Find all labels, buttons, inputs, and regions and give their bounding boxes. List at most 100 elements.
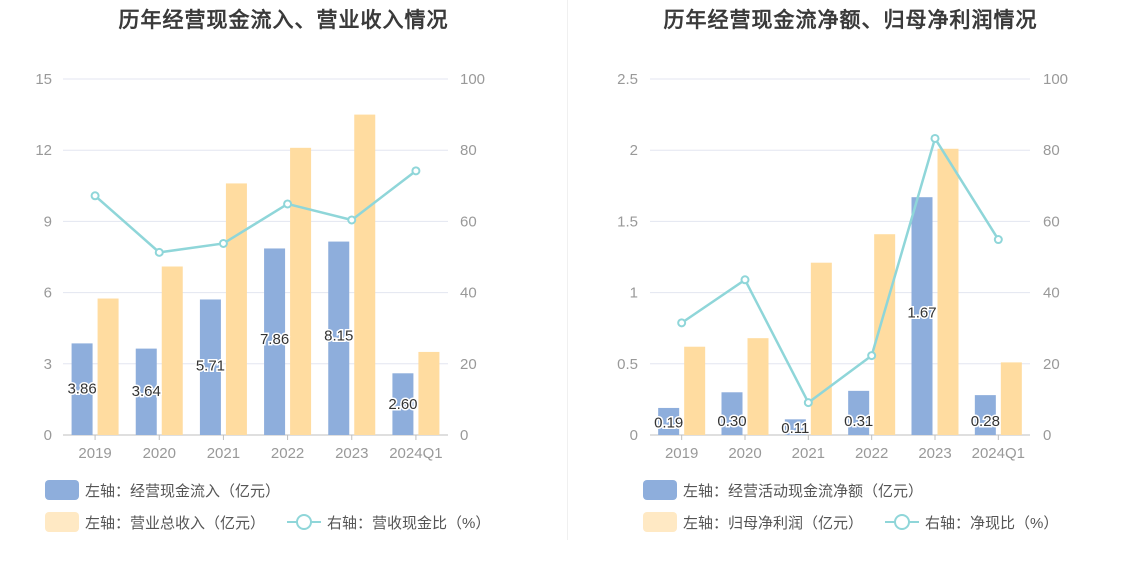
ratio-point-2024Q1 — [993, 235, 1003, 245]
bar-2020-yellow — [747, 338, 769, 435]
left-axis-tick-label: 3 — [44, 356, 52, 373]
data-label: 1.67 — [907, 304, 936, 321]
legend-label: 右轴：营收现金比（%） — [327, 514, 491, 532]
bar-2023-yellow — [354, 114, 376, 435]
data-label: 3.86 — [67, 380, 96, 397]
bar-2023-blue — [328, 241, 350, 435]
left-axis-tick-label: 1.5 — [617, 213, 638, 230]
bar-2022-yellow — [874, 234, 896, 435]
x-axis-category-label: 2021 — [792, 445, 825, 462]
right-axis-tick-label: 100 — [1043, 71, 1068, 88]
bar-2021-yellow — [225, 183, 247, 435]
bar-2022-yellow — [290, 147, 312, 435]
x-axis-category-label: 2024Q1 — [389, 445, 442, 462]
left-axis-tick-label: 2 — [630, 142, 638, 159]
left-axis-tick-label: 2.5 — [617, 71, 638, 88]
left-axis-tick-label: 12 — [35, 142, 52, 159]
legend-item-net-cash[interactable]: 左轴：经营活动现金流净额（亿元） — [643, 480, 923, 501]
bar-2021-blue — [784, 419, 806, 435]
left-axis-tick-label: 9 — [44, 213, 52, 230]
right-axis-tick-label: 60 — [1043, 213, 1060, 230]
legend-item-net-profit[interactable]: 左轴：归母净利润（亿元） — [643, 512, 863, 533]
bar-2024Q1-blue — [392, 373, 414, 435]
data-label: 2.60 — [388, 396, 417, 413]
x-axis-category-label: 2019 — [78, 445, 111, 462]
ratio-point-2024Q1 — [411, 166, 421, 176]
bar-2024Q1-yellow — [1000, 362, 1022, 435]
left-axis-tick-label: 6 — [44, 285, 52, 302]
x-axis-category-label: 2023 — [335, 445, 368, 462]
right-axis-tick-label: 40 — [460, 285, 477, 302]
right-axis-tick-label: 80 — [1043, 142, 1060, 159]
x-axis-category-label: 2020 — [143, 445, 176, 462]
chart-svg: 0 0 3 20 6 40 9 60 12 80 15 100 2019 3.86 2020 3.64 2021… — [35, 71, 485, 462]
chart-panel-net-cash-flow: 历年经营现金流净额、归母净利润情况 0 0 0.5 20 1 40 1.5 60 2 80 2.5 1… — [567, 0, 1134, 582]
bar-2022-blue — [848, 390, 870, 435]
x-axis-category-label: 2022 — [271, 445, 304, 462]
legend-swatch-yellow — [45, 512, 79, 532]
data-label: 8.15 — [324, 327, 353, 344]
left-axis-tick-label: 0 — [44, 427, 52, 444]
legend-label: 左轴：经营现金流入（亿元） — [85, 482, 281, 500]
right-axis-tick-label: 100 — [460, 71, 485, 88]
data-label: 0.30 — [717, 413, 746, 430]
ratio-point-2020 — [740, 275, 750, 285]
ratio-point-2021 — [803, 398, 813, 408]
legend-line-marker-icon — [287, 512, 322, 532]
legend-line-marker-icon — [885, 512, 920, 532]
right-axis-tick-label: 0 — [460, 427, 468, 444]
left-axis-tick-label: 0.5 — [617, 356, 638, 373]
left-axis-tick-label: 0 — [630, 427, 638, 444]
ratio-line — [680, 135, 1000, 405]
data-label: 0.19 — [654, 414, 683, 431]
x-axis-category-label: 2019 — [665, 445, 698, 462]
bar-2020-blue — [721, 392, 743, 435]
data-label: 0.11 — [781, 420, 809, 437]
data-label: 3.64 — [132, 383, 161, 400]
legend-item-revenue[interactable]: 左轴：营业总收入（亿元） — [45, 512, 265, 533]
legend-item-ratio[interactable]: 右轴：营收现金比（%） — [287, 512, 490, 533]
legend-item-cash-inflow[interactable]: 左轴：经营现金流入（亿元） — [45, 480, 280, 501]
bar-2024Q1-blue — [974, 395, 996, 435]
bar-2019-blue — [658, 407, 680, 435]
right-axis-tick-label: 0 — [1043, 427, 1051, 444]
data-label: 0.28 — [971, 413, 1000, 430]
legend-row-1: 左轴：经营现金流入（亿元） — [45, 479, 302, 501]
chart-svg: 0 0 0.5 20 1 40 1.5 60 2 80 2.5 100 2019 0.19 2020 0.30… — [617, 71, 1068, 462]
ratio-point-2019 — [90, 191, 100, 201]
right-axis-tick-label: 60 — [460, 213, 477, 230]
bar-2019-yellow — [97, 298, 119, 435]
bar-2019-yellow — [684, 346, 706, 435]
ratio-point-2021 — [218, 238, 228, 248]
data-label: 7.86 — [260, 331, 289, 348]
bar-2020-blue — [135, 348, 157, 435]
legend-item-ratio[interactable]: 右轴：净现比（%） — [885, 512, 1058, 533]
right-axis-tick-label: 40 — [1043, 285, 1060, 302]
ratio-line — [94, 169, 417, 254]
bar-2023-blue — [911, 197, 933, 435]
chart-title: 历年经营现金流入、营业收入情况 — [118, 9, 449, 32]
bar-2019-blue — [71, 343, 93, 435]
legend-swatch-blue — [45, 480, 79, 500]
legend-label: 左轴：归母净利润（亿元） — [683, 514, 864, 532]
ratio-point-2022 — [283, 199, 293, 209]
legend-label: 左轴：营业总收入（亿元） — [85, 514, 266, 532]
right-axis-tick-label: 20 — [1043, 356, 1060, 373]
legend-swatch-blue — [643, 480, 677, 500]
legend-row-1: 左轴：经营活动现金流净额（亿元） — [643, 479, 945, 501]
x-axis-category-label: 2024Q1 — [972, 445, 1025, 462]
bar-2024Q1-yellow — [418, 351, 440, 435]
ratio-point-2022 — [867, 351, 877, 361]
legend-row-2: 左轴：营业总收入（亿元） 右轴：营收现金比（%） — [45, 511, 512, 533]
bar-2020-yellow — [161, 266, 183, 435]
ratio-point-2020 — [154, 247, 164, 257]
data-label: 0.31 — [844, 413, 873, 430]
chart-panel-cash-inflow: 历年经营现金流入、营业收入情况 0 0 3 20 6 40 9 60 12 80 15 100 2019… — [35, 9, 512, 533]
right-axis-tick-label: 20 — [460, 356, 477, 373]
ratio-point-2023 — [347, 215, 357, 225]
data-label: 5.71 — [196, 358, 225, 375]
legend-label: 右轴：净现比（%） — [925, 514, 1059, 532]
left-axis-tick-label: 1 — [630, 285, 638, 302]
panel-divider — [567, 0, 568, 540]
legend-swatch-yellow — [643, 512, 677, 532]
